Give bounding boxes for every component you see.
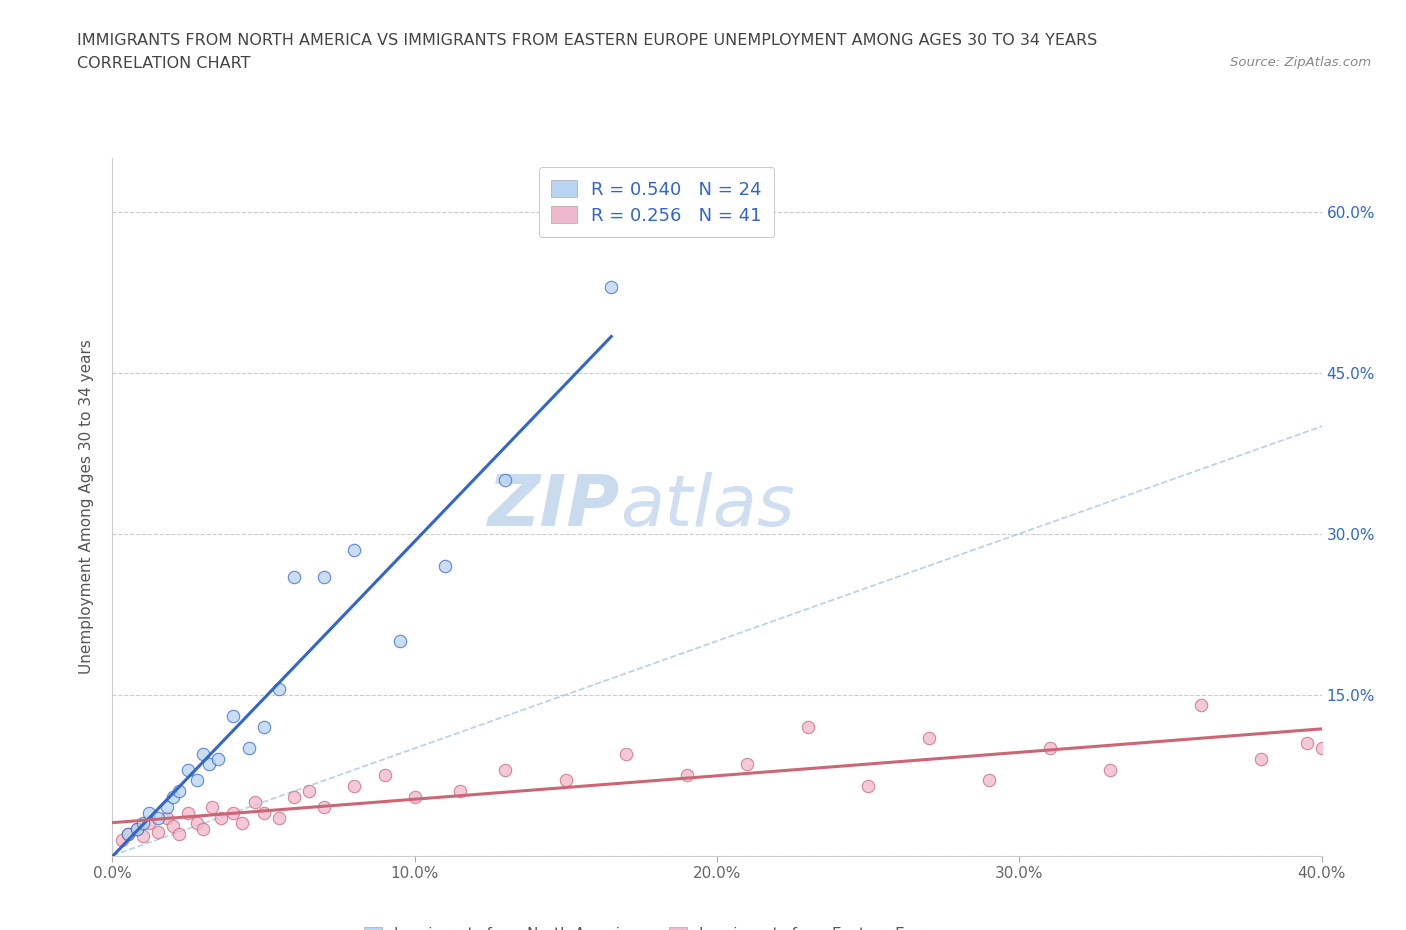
Point: [267, 811, 290, 826]
Point: [186, 773, 208, 788]
Point: [600, 279, 623, 294]
Y-axis label: Unemployment Among Ages 30 to 34 years: Unemployment Among Ages 30 to 34 years: [79, 339, 94, 674]
Point: [495, 472, 517, 487]
Point: [737, 757, 759, 772]
Point: [177, 805, 200, 820]
Point: [977, 773, 1000, 788]
Text: ZIP: ZIP: [488, 472, 620, 541]
Point: [1038, 741, 1062, 756]
Point: [314, 800, 336, 815]
Point: [117, 827, 139, 842]
Point: [343, 542, 366, 557]
Point: [167, 827, 190, 842]
Point: [162, 790, 184, 804]
Text: atlas: atlas: [620, 472, 794, 541]
Point: [146, 811, 169, 826]
Point: [231, 816, 253, 830]
Point: [222, 805, 245, 820]
Point: [374, 767, 396, 782]
Point: [616, 746, 638, 761]
Point: [156, 811, 179, 826]
Point: [207, 751, 229, 766]
Point: [253, 720, 276, 735]
Point: [314, 569, 336, 584]
Point: [191, 746, 214, 761]
Point: [253, 805, 276, 820]
Point: [177, 763, 200, 777]
Point: [298, 784, 321, 799]
Point: [162, 818, 184, 833]
Point: [404, 790, 426, 804]
Point: [138, 816, 160, 830]
Point: [117, 827, 139, 842]
Legend: Immigrants from North America, Immigrants from Eastern Europe: Immigrants from North America, Immigrant…: [356, 919, 957, 930]
Point: [388, 633, 411, 648]
Point: [222, 709, 245, 724]
Point: [138, 805, 160, 820]
Point: [191, 821, 214, 836]
Point: [554, 773, 576, 788]
Point: [918, 730, 941, 745]
Point: [1098, 763, 1121, 777]
Point: [132, 829, 155, 844]
Point: [267, 682, 290, 697]
Point: [796, 720, 818, 735]
Point: [1250, 751, 1272, 766]
Point: [132, 816, 155, 830]
Point: [856, 778, 880, 793]
Point: [343, 778, 366, 793]
Point: [1295, 736, 1317, 751]
Point: [243, 794, 266, 809]
Point: [433, 558, 456, 573]
Point: [675, 767, 697, 782]
Point: [1189, 698, 1212, 712]
Point: [146, 825, 169, 840]
Point: [1310, 741, 1333, 756]
Point: [283, 790, 305, 804]
Point: [186, 816, 208, 830]
Point: [238, 741, 260, 756]
Point: [156, 800, 179, 815]
Point: [167, 784, 190, 799]
Point: [110, 832, 132, 847]
Point: [283, 569, 305, 584]
Text: Source: ZipAtlas.com: Source: ZipAtlas.com: [1230, 56, 1371, 69]
Point: [495, 763, 517, 777]
Point: [449, 784, 471, 799]
Text: CORRELATION CHART: CORRELATION CHART: [77, 56, 250, 71]
Point: [198, 757, 221, 772]
Point: [201, 800, 224, 815]
Point: [125, 821, 148, 836]
Point: [125, 821, 148, 836]
Text: IMMIGRANTS FROM NORTH AMERICA VS IMMIGRANTS FROM EASTERN EUROPE UNEMPLOYMENT AMO: IMMIGRANTS FROM NORTH AMERICA VS IMMIGRA…: [77, 33, 1098, 47]
Point: [209, 811, 232, 826]
